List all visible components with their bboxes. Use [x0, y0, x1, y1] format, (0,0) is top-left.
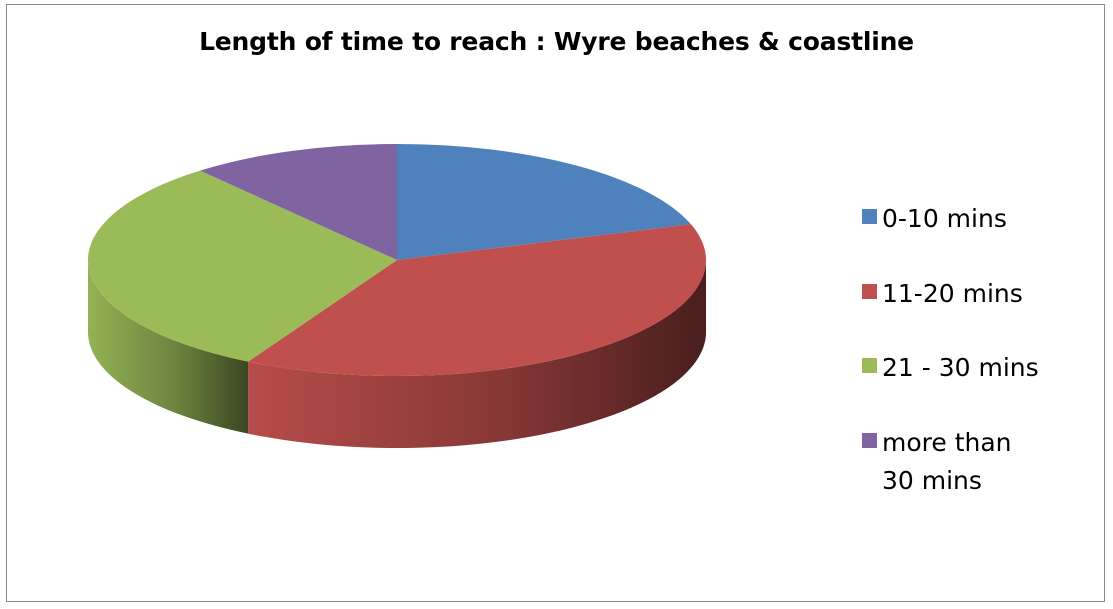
legend-swatch	[862, 358, 877, 373]
pie-sides	[88, 260, 706, 448]
pie-slice-21-30-mins[interactable]	[87, 170, 397, 362]
legend-label: 11-20 mins	[882, 279, 1023, 308]
pie-side-shade-11-20-mins	[248, 260, 706, 448]
legend-swatch	[862, 209, 877, 224]
legend-label: 0-10 mins	[882, 204, 1007, 233]
legend-swatch	[862, 284, 877, 299]
pie-side-shade-21-30-mins	[88, 260, 249, 434]
legend-label: 21 - 30 mins	[882, 353, 1039, 382]
legend-swatch	[862, 433, 877, 448]
pie-slice-11-20-mins[interactable]	[248, 224, 706, 376]
pie-slice-more-than-30-mins[interactable]	[200, 144, 397, 260]
pie-slice-0-10-mins[interactable]	[397, 144, 691, 260]
pie-tops	[87, 144, 706, 376]
legend-label: more than 30 mins	[882, 428, 1012, 495]
chart-title: Length of time to reach : Wyre beaches &…	[199, 27, 914, 56]
